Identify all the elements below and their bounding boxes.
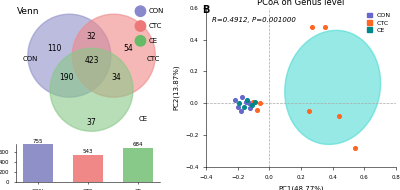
Text: CTC: CTC — [149, 23, 162, 29]
Text: 37: 37 — [87, 118, 96, 127]
Point — [352, 146, 358, 150]
Text: CTC: CTC — [147, 56, 160, 62]
Text: 543: 543 — [83, 150, 93, 154]
Point — [239, 95, 246, 98]
Text: 32: 32 — [87, 32, 96, 41]
Point — [252, 100, 258, 103]
Circle shape — [135, 6, 146, 16]
Point — [247, 107, 254, 110]
Text: CE: CE — [139, 116, 148, 122]
Text: 110: 110 — [47, 44, 62, 53]
Text: 54: 54 — [124, 44, 134, 53]
Circle shape — [72, 14, 155, 97]
Point — [238, 110, 244, 113]
Text: 755: 755 — [32, 139, 43, 144]
Point — [322, 25, 328, 28]
X-axis label: PC1(48.77%): PC1(48.77%) — [278, 185, 324, 190]
Text: 423: 423 — [84, 56, 99, 65]
Y-axis label: PC2(13.87%): PC2(13.87%) — [173, 65, 180, 110]
Legend: CON, CTC, CE: CON, CTC, CE — [365, 11, 393, 35]
Text: B: B — [202, 5, 209, 15]
Point — [241, 105, 247, 108]
Point — [254, 108, 260, 111]
Point — [244, 99, 250, 102]
Circle shape — [135, 36, 146, 46]
Point — [242, 100, 249, 103]
Point — [257, 102, 263, 105]
Point — [336, 115, 342, 118]
Text: Venn: Venn — [17, 7, 40, 16]
Point — [306, 110, 312, 113]
Text: 684: 684 — [133, 142, 144, 147]
Circle shape — [135, 21, 146, 31]
Bar — [123, 148, 154, 182]
Point — [246, 102, 252, 105]
Title: PCoA on Genus level: PCoA on Genus level — [257, 0, 345, 7]
Ellipse shape — [285, 30, 381, 144]
Point — [231, 99, 238, 102]
Text: CON: CON — [149, 8, 164, 14]
Text: 190: 190 — [59, 73, 74, 82]
Point — [234, 105, 241, 108]
Bar — [22, 144, 53, 182]
Circle shape — [28, 14, 111, 97]
Circle shape — [50, 48, 133, 131]
Text: CE: CE — [149, 38, 158, 44]
Point — [236, 102, 242, 105]
Point — [249, 103, 255, 106]
Text: R=0.4912, P=0.001000: R=0.4912, P=0.001000 — [212, 17, 296, 23]
Bar — [73, 155, 103, 182]
Text: CON: CON — [23, 56, 38, 62]
Text: 34: 34 — [112, 73, 122, 82]
Point — [250, 100, 257, 103]
Point — [309, 25, 315, 28]
